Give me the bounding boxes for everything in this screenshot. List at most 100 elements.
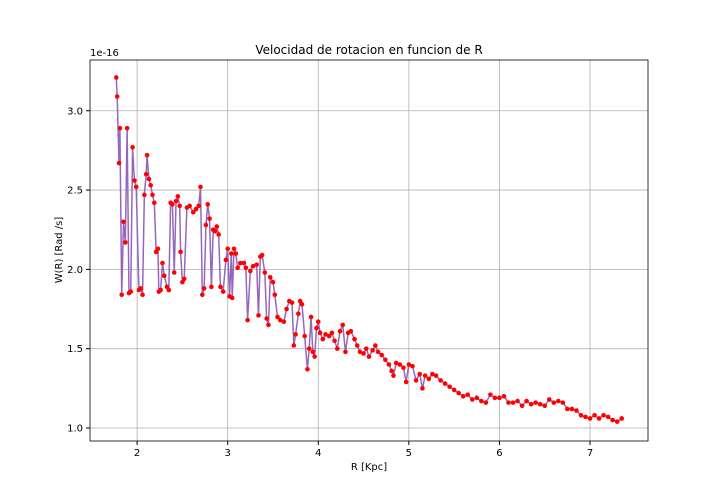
data-point [187, 203, 192, 209]
data-point [354, 343, 360, 348]
data-point [348, 328, 354, 334]
data-point [256, 313, 261, 318]
data-point [196, 203, 202, 209]
data-point [587, 416, 593, 421]
data-point [403, 379, 409, 385]
x-tick-label: 3 [225, 448, 231, 459]
data-point [305, 367, 310, 372]
data-point [524, 398, 529, 404]
data-point [270, 279, 276, 285]
data-point [218, 284, 223, 290]
data-point [515, 398, 520, 404]
data-point [281, 319, 287, 325]
x-tick-label: 5 [406, 448, 412, 459]
data-point [220, 289, 226, 294]
y-tick-label: 2.5 [67, 186, 83, 197]
data-point [488, 392, 493, 397]
y-axis-label: W(R) [Rad /s] [54, 217, 65, 284]
data-point [177, 203, 182, 209]
data-point [181, 276, 187, 282]
data-point [200, 292, 205, 298]
data-point [198, 184, 203, 190]
data-point [158, 287, 163, 293]
data-point [216, 232, 221, 237]
data-point [205, 202, 211, 207]
data-point [565, 406, 570, 412]
data-point [401, 365, 406, 371]
data-point [447, 384, 452, 390]
data-point [235, 265, 240, 271]
data-point [391, 373, 396, 378]
data-point [175, 194, 181, 199]
data-point [610, 417, 615, 423]
data-point [193, 206, 199, 212]
data-point [291, 343, 297, 348]
data-point [417, 371, 423, 377]
data-point [302, 333, 307, 339]
data-point [138, 286, 144, 291]
data-point [161, 273, 167, 279]
data-point [433, 373, 439, 378]
data-point [170, 202, 175, 207]
data-point [614, 419, 620, 424]
data-point [306, 346, 312, 351]
data-point [128, 289, 134, 294]
y-tick-label: 2.0 [67, 265, 83, 276]
data-point [312, 354, 317, 359]
data-point [393, 360, 399, 366]
data-point [266, 322, 271, 328]
data-point [144, 152, 150, 158]
data-point [479, 398, 484, 404]
data-point [250, 263, 256, 269]
data-point [116, 160, 122, 166]
data-point [146, 176, 152, 182]
data-point [542, 403, 548, 409]
data-point [386, 362, 392, 367]
data-point [323, 332, 328, 337]
data-point [546, 397, 552, 402]
data-point [231, 246, 237, 252]
data-point [451, 387, 457, 393]
data-point [569, 406, 575, 412]
data-point [267, 275, 273, 280]
data-point [343, 349, 348, 355]
data-point [130, 144, 135, 150]
data-point [370, 347, 375, 353]
data-point [340, 322, 346, 328]
data-point [389, 368, 394, 374]
data-point [203, 222, 209, 228]
data-point [178, 249, 183, 255]
data-point [166, 287, 172, 293]
data-point [259, 252, 265, 258]
data-point [420, 386, 425, 391]
data-point [366, 354, 372, 359]
data-point [272, 292, 278, 298]
data-point [373, 343, 378, 348]
data-point [332, 338, 337, 344]
data-point [117, 125, 123, 131]
data-point [142, 192, 147, 198]
data-point [214, 224, 220, 229]
data-point [238, 260, 243, 266]
data-point [492, 395, 498, 401]
data-point [114, 94, 120, 99]
data-point [497, 395, 502, 401]
data-point [284, 306, 289, 312]
data-point [225, 246, 230, 252]
data-point [574, 408, 579, 413]
data-point [596, 416, 602, 421]
data-point [308, 314, 314, 320]
data-point [150, 192, 155, 198]
y-tick-label: 3.0 [67, 106, 83, 117]
data-point [556, 398, 561, 404]
data-point [578, 413, 584, 418]
data-point [357, 349, 363, 355]
x-tick-label: 7 [587, 448, 593, 459]
data-point [442, 381, 448, 386]
x-axis-label: R [Kpc] [351, 462, 387, 473]
data-point [275, 314, 280, 320]
data-point [601, 413, 606, 418]
data-point [160, 260, 165, 266]
chart-title: Velocidad de rotacion en funcion de R [255, 43, 482, 57]
